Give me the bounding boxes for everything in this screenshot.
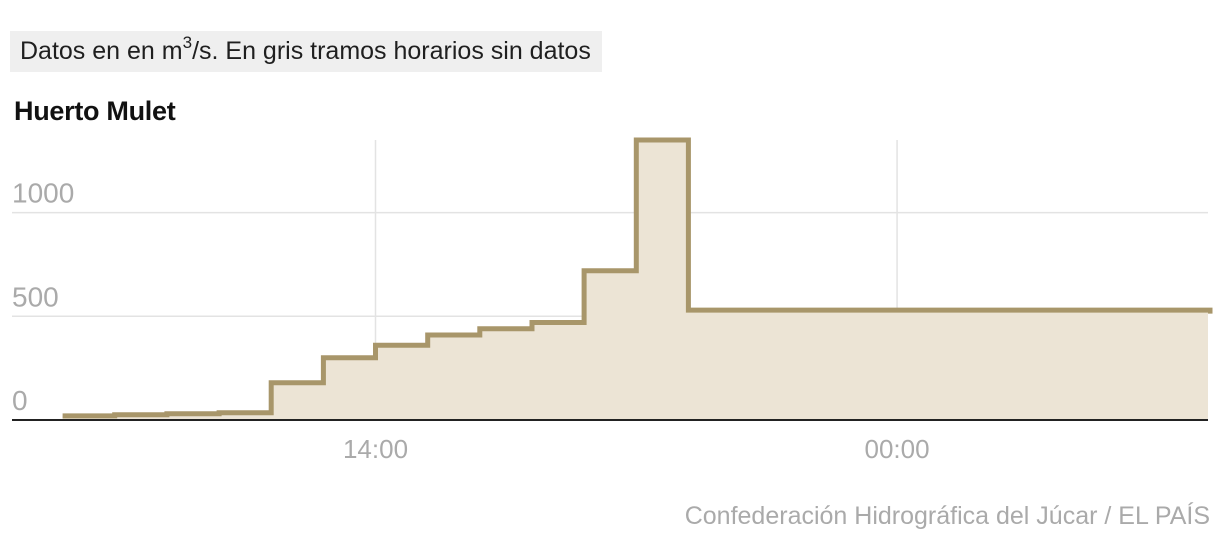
x-tick-label: 14:00	[343, 434, 408, 464]
x-tick-labels: 14:00 00:00	[343, 434, 930, 464]
source-credit: Confederación Hidrográfica del Júcar / E…	[684, 502, 1210, 530]
x-tick-label: 00:00	[865, 434, 930, 464]
series-line	[62, 137, 1213, 419]
data-note: Datos en en m3/s. En gris tramos horario…	[10, 31, 602, 72]
station-title: Huerto Mulet	[14, 96, 176, 126]
series-fill	[62, 140, 1211, 420]
y-tick-label: 1000	[12, 178, 74, 209]
y-tick-label: 0	[12, 385, 28, 416]
series-area	[12, 137, 1213, 421]
y-tick-labels: 0 500 1000	[12, 178, 74, 416]
note-text: Datos en en m	[20, 37, 183, 65]
note-superscript: 3	[182, 32, 193, 52]
note-text-suffix: /s. En gris tramos horarios sin datos	[192, 37, 591, 65]
y-tick-label: 500	[12, 281, 59, 312]
flow-chart: 0 500 1000 14:00 00:00	[12, 137, 1213, 464]
